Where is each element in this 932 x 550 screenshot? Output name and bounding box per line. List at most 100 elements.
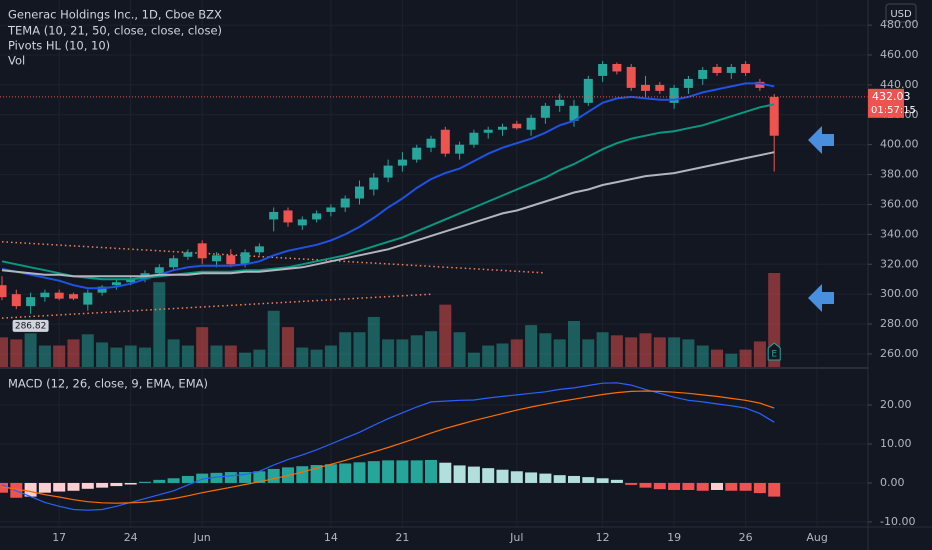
candle-body <box>483 129 493 133</box>
volume-bar <box>639 333 652 368</box>
volume-bar <box>396 339 409 368</box>
macd-histogram-bar <box>239 472 252 483</box>
macd-histogram-bar <box>353 462 366 483</box>
x-tick-label: Jun <box>193 531 211 544</box>
candle-body <box>340 198 350 208</box>
candle-body <box>111 282 121 286</box>
volume-bar <box>753 341 766 368</box>
volume-bar <box>510 339 523 368</box>
macd-histogram-bar <box>596 478 609 483</box>
candle-body <box>269 211 279 220</box>
volume-bar <box>625 337 638 368</box>
currency-label: USD <box>890 9 912 20</box>
candle-body <box>297 219 307 226</box>
volume-bar <box>696 345 709 368</box>
volume-bar <box>739 349 752 368</box>
earnings-label: E <box>771 350 777 360</box>
volume-bar <box>339 332 352 368</box>
macd-histogram-bar <box>24 482 37 497</box>
macd-histogram-bar <box>53 482 66 492</box>
volume-bar <box>353 332 366 368</box>
macd-histogram-bar <box>696 482 709 491</box>
candle-body <box>312 213 322 220</box>
pivot-line <box>1 241 546 274</box>
candle-body <box>11 294 21 307</box>
candle-body <box>455 144 465 154</box>
volume-bar <box>496 343 509 368</box>
last-price-label: 432.03 <box>872 90 911 103</box>
y-tick-label: 10.00 <box>880 437 912 450</box>
macd-histogram-bar <box>367 461 380 483</box>
earnings-marker <box>767 342 781 361</box>
candle-body <box>755 81 765 88</box>
candle-body <box>69 294 78 299</box>
volume-bar <box>453 332 466 368</box>
volume-bar <box>310 349 323 368</box>
candle-body <box>469 132 479 145</box>
candle-body <box>512 123 522 129</box>
macd-histogram-bar <box>425 459 437 483</box>
candle-body <box>212 255 221 262</box>
legend-pivots: Pivots HL (10, 10) <box>8 39 110 53</box>
candle-body <box>83 292 93 305</box>
candle-body <box>197 243 207 259</box>
volume-bar <box>324 345 337 368</box>
candle-body <box>569 105 579 121</box>
macd-histogram-bar <box>711 482 723 490</box>
candle-body <box>498 126 507 130</box>
y-tick-label: 320.00 <box>880 257 919 270</box>
macd-histogram-bar <box>768 482 781 497</box>
y-tick-label: 400.00 <box>880 138 919 151</box>
candle-body <box>540 105 550 118</box>
macd-histogram-bar <box>167 478 180 483</box>
volume-bar <box>610 335 623 368</box>
volume-bar <box>167 339 180 368</box>
volume-bar <box>53 345 66 368</box>
candle-body <box>426 138 436 148</box>
tema-line <box>1 151 775 278</box>
y-tick-label: -10.00 <box>880 515 915 528</box>
y-tick-label: 340.00 <box>880 227 919 240</box>
candle-body <box>412 147 422 160</box>
candle-body <box>0 285 7 298</box>
macd-histogram-bar <box>482 468 495 483</box>
volume-bar <box>282 327 294 368</box>
volume-bar <box>668 337 681 368</box>
volume-bar <box>525 325 538 368</box>
macd-histogram-bar <box>110 482 123 487</box>
volume-bar <box>96 342 109 368</box>
macd-histogram-bar <box>582 477 595 483</box>
y-tick-label: 260.00 <box>880 347 919 360</box>
macd-histogram-bar <box>267 468 280 483</box>
macd-histogram-bar <box>682 482 695 490</box>
volume-bar <box>725 353 738 368</box>
candle-body <box>154 267 164 274</box>
candle-body <box>583 78 593 103</box>
macd-histogram-bar <box>653 482 666 490</box>
macd-histogram-bar <box>739 482 752 491</box>
volume-bar <box>81 334 94 368</box>
macd-histogram-bar <box>467 466 480 483</box>
volume-bar <box>425 331 437 368</box>
y-tick-label: 380.00 <box>880 168 919 181</box>
macd-histogram-bar <box>67 482 80 491</box>
candle-body <box>641 84 650 91</box>
macd-histogram-bar <box>725 482 738 491</box>
last-price-box <box>868 88 904 118</box>
volume-bar <box>196 327 209 368</box>
volume-bar <box>224 345 237 368</box>
candle-body <box>698 69 708 79</box>
candle-body <box>683 78 693 88</box>
macd-histogram-bar <box>96 482 109 488</box>
candle-body <box>440 129 450 154</box>
candle-body <box>97 286 107 293</box>
candle-body <box>254 246 264 253</box>
volume-bar <box>553 339 566 368</box>
volume-bar <box>210 345 223 368</box>
macd-histogram-bar <box>124 482 137 485</box>
candle-body <box>555 99 565 106</box>
candle-body <box>397 159 407 166</box>
candle-body <box>355 186 364 199</box>
macd-histogram-bar <box>453 465 466 483</box>
